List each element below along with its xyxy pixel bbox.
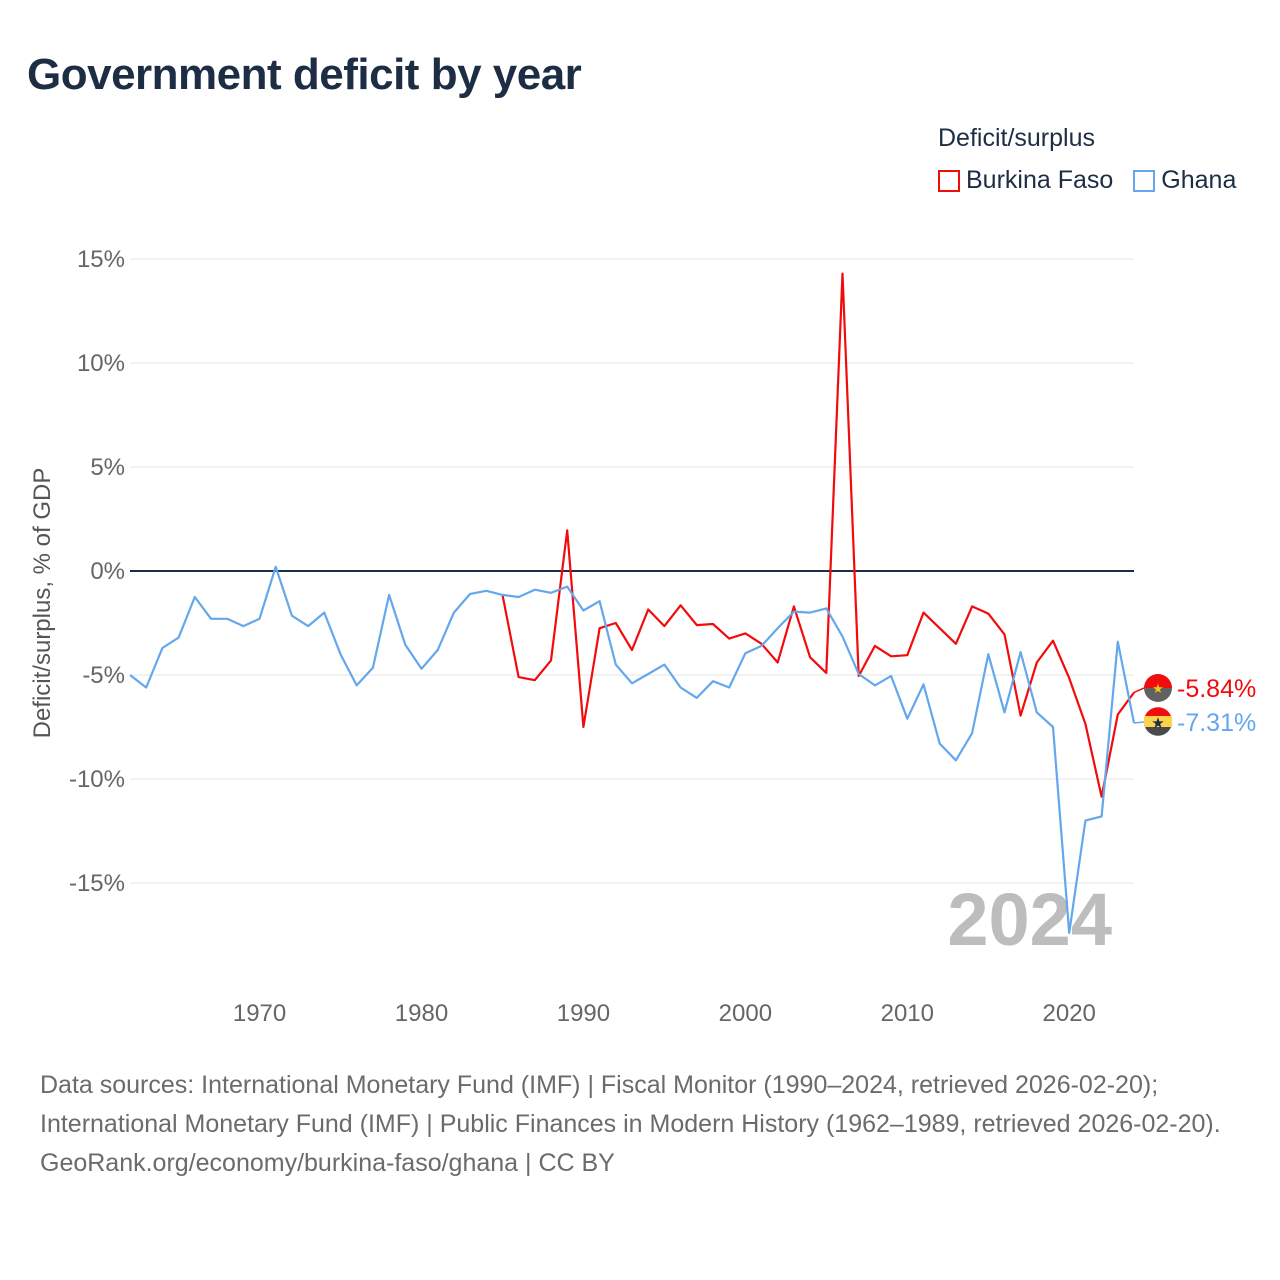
y-tick-label: -5% <box>82 662 125 689</box>
burkina-faso-flag-icon <box>1144 674 1172 688</box>
legend-item-burkina-faso[interactable]: Burkina Faso <box>938 166 1113 195</box>
legend-title: Deficit/surplus <box>938 124 1095 152</box>
x-tick-label: 2020 <box>1043 1000 1096 1027</box>
end-value-label: -7.31% <box>1177 709 1256 737</box>
star-icon: ★ <box>1152 681 1164 696</box>
line-chart: 15% 10% 5% 0% -5% -10% -15% 1970 1980 1990 2000 201… <box>29 246 1256 1027</box>
y-tick-label: 5% <box>90 454 125 481</box>
ghana-flag-icon <box>1144 716 1172 727</box>
series-line-ghana <box>129 565 1136 935</box>
label-connector <box>1133 721 1145 724</box>
y-tick-label: 0% <box>90 558 125 585</box>
ghana-flag-icon <box>1145 707 1171 716</box>
x-tick-label: 2010 <box>881 1000 934 1027</box>
legend-label: Ghana <box>1161 166 1237 194</box>
chart-title: Government deficit by year <box>27 50 582 99</box>
end-value-label: -5.84% <box>1177 675 1256 703</box>
label-connector <box>1133 687 1145 694</box>
legend-item-ghana[interactable]: Ghana <box>1133 166 1236 195</box>
y-tick-label: 10% <box>77 350 125 377</box>
legend-swatch <box>938 169 960 192</box>
attribution-link[interactable]: GeoRank.org/economy/burkina-faso/ghana |… <box>40 1149 615 1177</box>
y-tick-label: -15% <box>69 870 125 897</box>
year-watermark: 2024 <box>947 878 1112 961</box>
series-line-burkina-faso <box>501 272 1135 798</box>
ghana-flag-icon <box>1145 727 1171 736</box>
source-note: Data sources: International Monetary Fun… <box>40 1066 1240 1183</box>
legend-swatch <box>1133 169 1156 192</box>
y-tick-label: 15% <box>77 246 125 273</box>
x-tick-label: 2000 <box>719 1000 772 1027</box>
x-tick-label: 1990 <box>557 1000 610 1027</box>
y-axis-label: Deficit/surplus, % of GDP <box>29 468 56 739</box>
legend: Burkina Faso Ghana <box>938 166 1236 195</box>
x-tick-label: 1970 <box>233 1000 286 1027</box>
data-sources: Data sources: International Monetary Fun… <box>40 1071 1221 1138</box>
y-tick-label: -10% <box>69 766 125 793</box>
legend-label: Burkina Faso <box>966 166 1114 194</box>
burkina-faso-flag-icon <box>1144 688 1172 702</box>
x-tick-label: 1980 <box>395 1000 448 1027</box>
star-icon: ★ <box>1151 715 1164 732</box>
